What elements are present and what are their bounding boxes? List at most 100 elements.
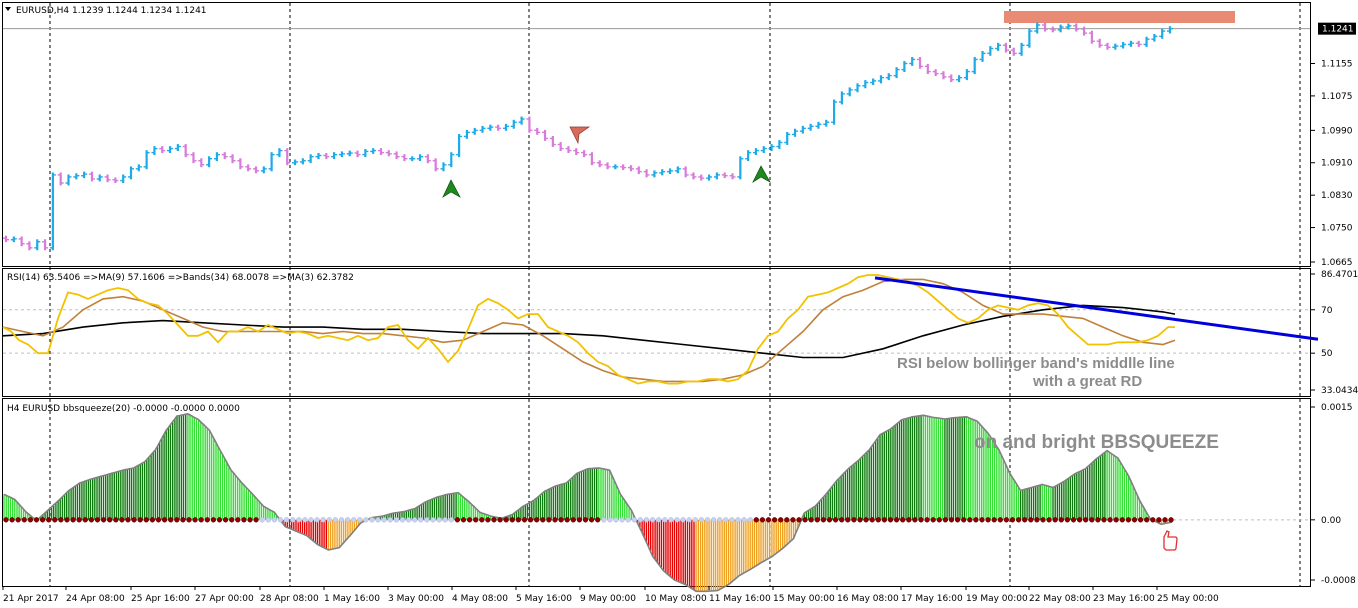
rsi-divergence-trendline[interactable]	[874, 276, 1319, 341]
time-tick-label: 27 Apr 00:00	[195, 594, 254, 604]
rsi-annotation-line1: RSI below bollinger band's middlle line	[897, 355, 1175, 372]
squeeze-dot	[747, 517, 753, 523]
squeeze-dot	[1076, 517, 1083, 523]
price-panel-frame	[2, 2, 1311, 267]
squeeze-dot	[290, 517, 296, 523]
squeeze-dot	[540, 517, 546, 523]
buy-arrow-2	[752, 165, 771, 183]
squeeze-dot	[155, 517, 162, 523]
squeeze-dot	[759, 517, 766, 523]
squeeze-dot	[326, 517, 332, 523]
squeeze-dot	[948, 517, 955, 523]
squeeze-dot	[308, 517, 314, 523]
squeeze-dot	[576, 517, 583, 523]
squeeze-dot	[723, 517, 729, 523]
squeeze-dot	[936, 517, 942, 523]
rsi-axis: 86.4701 70 50 33.0434	[1310, 270, 1358, 396]
rsi-ma-line	[2, 278, 1176, 383]
squeeze-dot	[967, 517, 973, 523]
squeeze-dot	[814, 517, 820, 523]
squeeze-dot	[942, 517, 949, 523]
time-tick-label: 25 Apr 16:00	[131, 594, 190, 604]
squeeze-dot	[588, 517, 595, 523]
squeeze-dot	[924, 517, 930, 523]
time-tick-label: 4 May 08:00	[452, 594, 508, 604]
squeeze-dot	[387, 517, 393, 523]
squeeze-dot	[1150, 517, 1156, 523]
squeeze-dot	[39, 517, 46, 523]
squeeze-dot	[1015, 517, 1022, 523]
squeeze-dot	[778, 517, 784, 523]
squeeze-dot	[174, 517, 180, 523]
squeeze-dot	[790, 517, 796, 523]
squeeze-dot	[674, 517, 680, 523]
squeeze-dot	[973, 517, 979, 523]
squeeze-dot	[479, 517, 485, 523]
rsi-tick-label: 33.0434	[1321, 386, 1358, 396]
squeeze-dot	[27, 517, 34, 523]
squeeze-dot	[765, 517, 772, 523]
current-price-label: 1.1241	[1318, 22, 1356, 35]
squeeze-dot	[1156, 517, 1162, 523]
squeeze-dot	[442, 517, 448, 523]
squeeze-dot	[259, 517, 265, 523]
squeeze-dot	[826, 517, 833, 523]
squeeze-dot	[137, 517, 143, 523]
squeeze-dot	[509, 517, 515, 523]
squeeze-dot	[595, 517, 601, 523]
squeeze-dot	[887, 517, 894, 523]
squeeze-dot	[149, 517, 156, 523]
squeeze-dot	[314, 517, 320, 523]
squeeze-dot	[521, 517, 528, 523]
time-tick-label: 17 May 16:00	[901, 594, 963, 604]
rsi-bands-line	[2, 304, 1176, 359]
squeeze-dot	[399, 517, 406, 523]
squeeze-dot	[802, 517, 808, 523]
squeeze-dot	[460, 517, 467, 523]
squeeze-dot	[1113, 517, 1119, 523]
squeeze-dot	[119, 517, 125, 523]
squeeze-dot	[253, 517, 259, 523]
price-tick-label: 1.0750	[1321, 224, 1353, 234]
squeeze-dot	[735, 517, 741, 523]
squeeze-dot	[1058, 517, 1064, 523]
squeeze-dot	[570, 517, 576, 523]
squeeze-dot	[1003, 517, 1010, 523]
price-tick-label: 1.1075	[1321, 92, 1353, 102]
squeeze-dot	[454, 517, 461, 523]
squeeze-dot	[991, 517, 997, 523]
squeeze-dot	[375, 517, 381, 523]
squeeze-dot	[1052, 517, 1058, 523]
squeeze-dot	[381, 517, 387, 523]
squeeze-dot	[741, 517, 747, 523]
squeeze-dot	[363, 517, 369, 523]
rsi-levels	[3, 309, 1310, 354]
svg-text:1.1241: 1.1241	[1322, 25, 1354, 35]
squeeze-dot	[491, 517, 497, 523]
price-tick-label: 1.0830	[1321, 191, 1353, 201]
squeeze-dot	[961, 517, 967, 523]
squeeze-dot	[283, 517, 290, 523]
period-separators	[49, 3, 1301, 586]
squeeze-dot	[222, 517, 229, 523]
squeeze-dot	[1137, 517, 1144, 523]
squeeze-dot	[607, 517, 613, 523]
squeeze-dot	[1009, 517, 1016, 523]
time-tick-label: 25 May 00:00	[1157, 594, 1219, 604]
squeeze-dot	[107, 517, 113, 523]
header-dropdown-icon[interactable]	[5, 7, 11, 11]
squeeze-dot	[436, 517, 442, 523]
bbsqueeze-axis: 0.0015 0.00 -0.0008	[1310, 403, 1356, 586]
squeeze-dot	[405, 517, 412, 523]
squeeze-dot	[485, 517, 491, 523]
bb-tick-label: 0.00	[1321, 516, 1341, 526]
price-bars	[3, 22, 1173, 251]
squeeze-dot	[534, 517, 540, 523]
squeeze-dot	[649, 517, 656, 523]
squeeze-dot	[662, 517, 668, 523]
time-tick-label: 1 May 16:00	[324, 594, 380, 604]
rsi-tick-label: 50	[1321, 349, 1333, 359]
time-axis: 21 Apr 2017 24 Apr 08:00 25 Apr 16:00 27 Ap…	[2, 586, 1219, 604]
symbol-header: EURUSD,H4 1.1239 1.1244 1.1234 1.1241	[16, 6, 207, 16]
